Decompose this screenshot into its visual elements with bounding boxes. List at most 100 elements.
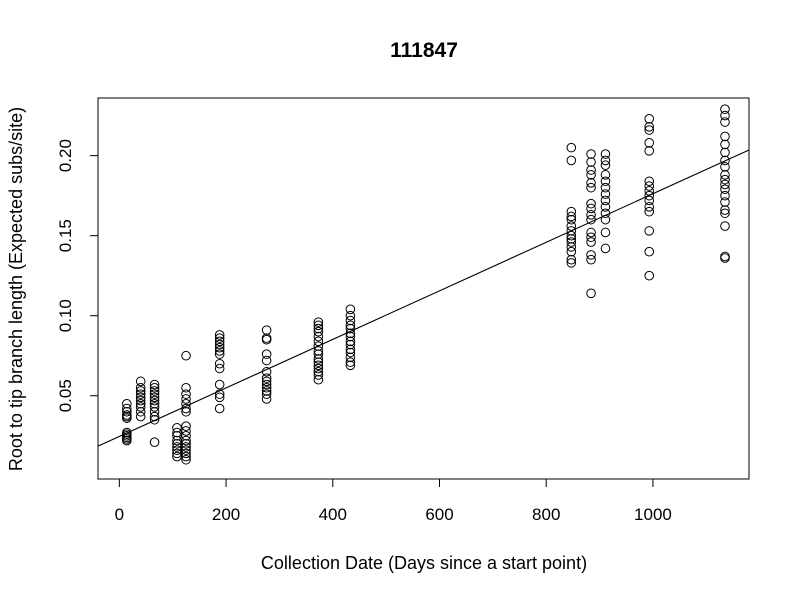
data-point [313,360,324,371]
data-point [135,395,146,406]
data-point [586,165,596,175]
data-point [261,349,272,359]
data-point [135,382,146,393]
data-point [566,142,577,153]
data-point [149,414,160,425]
x-axis-label: Collection Date (Days since a start poin… [261,553,587,573]
data-point [313,349,324,359]
data-point [149,395,160,406]
data-point [345,339,356,350]
data-point [586,178,596,188]
data-point [586,203,596,214]
y-axis-label: Root to tip branch length (Expected subs… [6,107,26,471]
data-point [586,250,596,260]
data-point [149,398,160,409]
data-point [261,394,272,404]
data-point [313,331,324,342]
data-point [720,208,730,219]
data-point [345,315,356,326]
y-axis: 0.05 0.10 0.15 0.20 [56,139,99,412]
data-point [600,149,611,159]
data-point [135,392,146,403]
data-point [586,288,596,299]
data-point [261,386,272,396]
data-point [313,323,324,334]
data-point [135,376,146,387]
data-point [313,363,324,374]
data-point [720,251,730,262]
data-point [149,392,160,403]
data-point [181,426,191,436]
data-point [600,155,611,166]
data-point [313,341,324,351]
data-point [644,181,655,191]
data-point [149,379,160,390]
data-point [149,389,160,399]
x-axis: 0 200 400 600 800 1000 [115,478,672,524]
regression-line [97,149,750,447]
data-point [313,326,324,337]
data-point [600,170,611,180]
data-point [566,242,577,252]
data-point [644,206,655,217]
data-point [149,437,160,447]
data-point [720,184,730,195]
data-point [214,349,225,359]
data-point [214,392,225,403]
y-tick-label: 0.10 [56,299,75,332]
x-tick-label: 800 [532,505,560,524]
data-point [214,333,225,343]
data-point [566,211,577,222]
data-point [149,386,160,396]
data-point [586,170,596,180]
data-point [181,435,191,446]
data-point [122,406,132,417]
data-point [345,323,356,334]
data-point [181,394,191,404]
data-point [214,389,225,399]
data-point [135,402,146,412]
data-point [181,382,191,393]
data-point [122,398,132,409]
data-point [135,406,146,417]
data-point [644,246,655,257]
data-point [345,357,356,367]
data-point [214,363,225,374]
chart-title: 111847 [390,39,458,62]
data-point [261,355,272,366]
data-point [172,422,182,433]
regression-line-group [97,149,750,447]
data-point [644,195,655,206]
data-point [149,402,160,412]
data-point [586,149,596,159]
data-point [345,344,356,355]
data-point [122,403,132,414]
data-point [261,373,272,383]
data-point [135,411,146,422]
data-point [313,357,324,367]
data-point [122,427,132,438]
data-point [214,336,225,347]
data-point [214,358,225,369]
data-point [181,406,191,417]
data-point [345,352,356,363]
data-point [149,382,160,393]
data-point [261,382,272,393]
data-point [566,246,577,257]
data-point [720,179,730,190]
data-point [172,427,182,438]
data-point [261,325,272,335]
data-point [181,430,191,441]
data-point [181,454,191,465]
data-point [135,386,146,396]
x-tick-label: 200 [212,505,240,524]
data-point [135,398,146,409]
data-point [644,146,655,156]
data-point [566,258,577,268]
data-point [644,114,655,124]
x-tick-label: 400 [319,505,347,524]
data-point [600,227,611,238]
data-point [720,104,730,115]
